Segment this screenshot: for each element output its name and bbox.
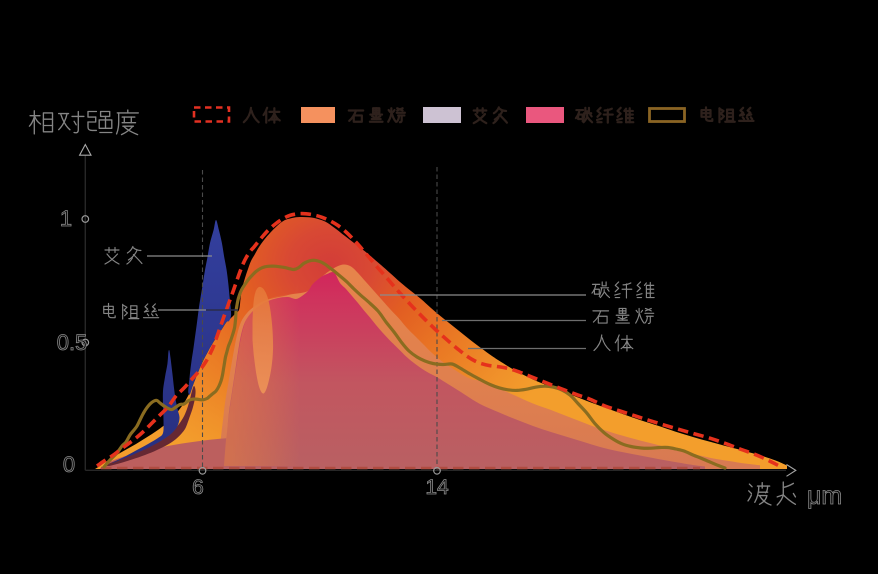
svg-text:μm: μm — [807, 482, 842, 510]
svg-text:1: 1 — [60, 206, 72, 231]
svg-text:0: 0 — [63, 452, 75, 477]
svg-text:6: 6 — [192, 476, 204, 499]
svg-text:14: 14 — [425, 476, 449, 499]
svg-text:0.5: 0.5 — [57, 330, 88, 355]
